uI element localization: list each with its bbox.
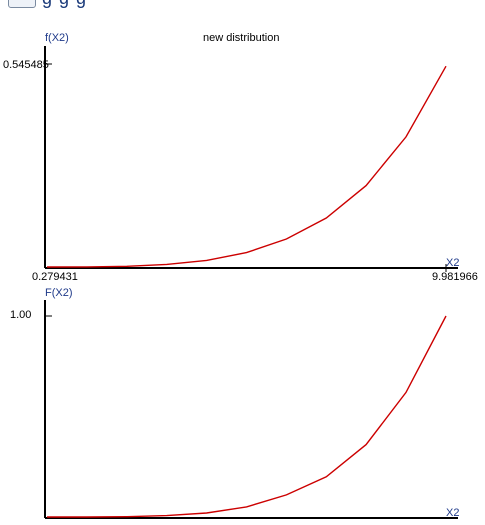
density-ylabel: f(X2) xyxy=(45,32,69,44)
cdf-curve xyxy=(47,315,447,518)
top-toolbar-partial: g g g xyxy=(0,0,485,10)
density-curve xyxy=(46,65,447,268)
chart-title: new distribution xyxy=(203,32,280,44)
cdf-ylabel: F(X2) xyxy=(45,287,73,299)
density-ymax-tick: 0.545485 xyxy=(3,59,49,71)
top-cut-text: g g g xyxy=(42,0,87,9)
density-xmin-tick: 0.279431 xyxy=(32,271,78,283)
density-xlabel: X2 xyxy=(446,257,460,269)
cdf-ymax-tick: 1.00 xyxy=(10,309,32,321)
checkbox-partial[interactable] xyxy=(8,0,36,8)
cdf-xlabel: X2 xyxy=(446,507,460,519)
density-xmax-tick: 9.981966 xyxy=(432,271,478,283)
